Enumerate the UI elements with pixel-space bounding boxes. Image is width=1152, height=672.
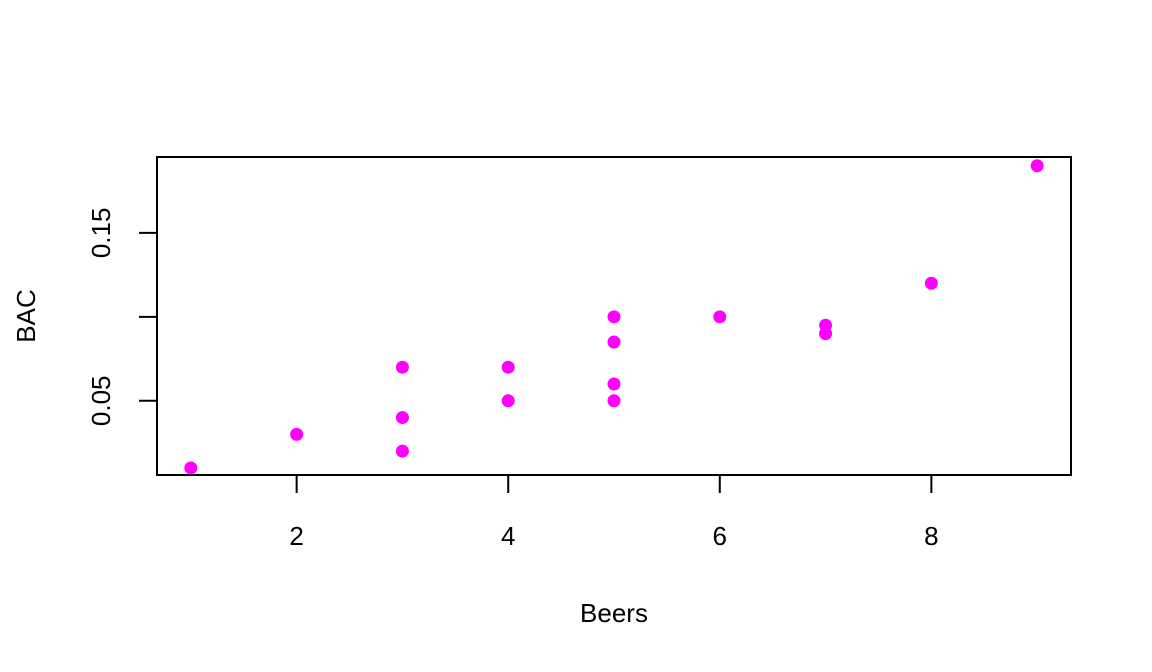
x-axis: 2 4 6 8 [289, 474, 939, 551]
data-point [1030, 159, 1044, 173]
data-point [395, 411, 409, 425]
data-point [924, 276, 938, 290]
data-point [501, 394, 515, 408]
data-point [713, 310, 727, 324]
x-tick-label: 2 [289, 521, 303, 551]
y-tick-label: 0.05 [86, 375, 116, 426]
data-point [501, 360, 515, 374]
x-tick-label: 8 [924, 521, 938, 551]
data-point [607, 394, 621, 408]
y-tick-label: 0.15 [86, 208, 116, 259]
data-point [184, 461, 198, 475]
data-point [607, 335, 621, 349]
data-point [290, 427, 304, 441]
data-points [184, 159, 1044, 475]
data-point [607, 377, 621, 391]
x-axis-label: Beers [580, 598, 648, 628]
data-point [395, 360, 409, 374]
data-point [395, 444, 409, 458]
y-axis-label: BAC [11, 289, 41, 342]
data-point [819, 318, 833, 332]
data-point [607, 310, 621, 324]
y-axis: 0.05 0.15 [86, 208, 158, 426]
x-tick-label: 6 [713, 521, 727, 551]
x-tick-label: 4 [501, 521, 515, 551]
